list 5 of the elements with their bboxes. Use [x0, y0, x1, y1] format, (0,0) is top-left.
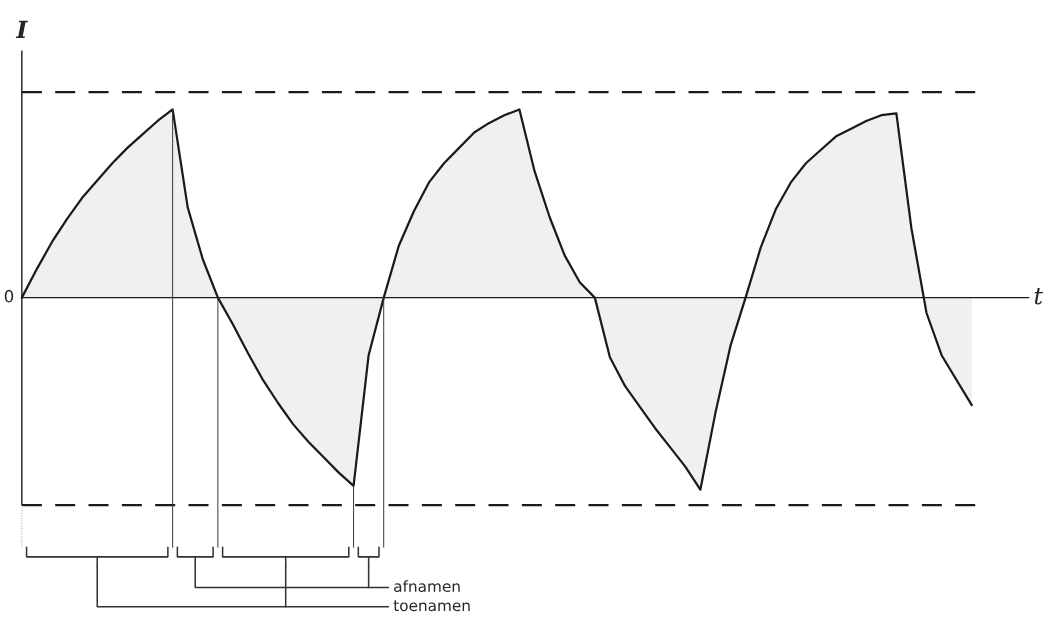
- text: toenamen: [393, 600, 470, 612]
- x-axis-title: t: [1034, 288, 1044, 305]
- y-axis-title: I: [15, 20, 28, 38]
- text: afnamen: [394, 580, 460, 593]
- text: 0: [4, 289, 14, 303]
